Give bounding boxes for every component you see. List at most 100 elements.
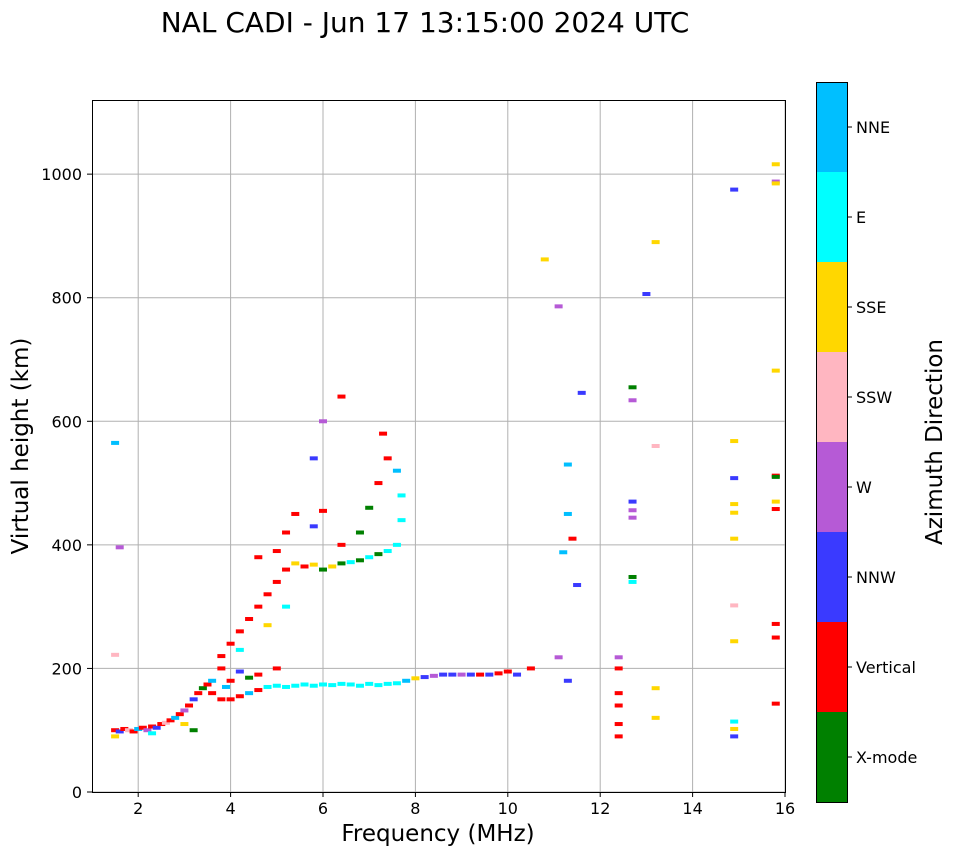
- y-tick-label: 800: [51, 289, 82, 308]
- colorbar-label-ssw: SSW: [856, 388, 892, 407]
- colorbar-swatch: [816, 442, 847, 532]
- echo-point: [272, 683, 281, 688]
- echo-point: [573, 583, 582, 588]
- echo-point: [365, 555, 374, 560]
- echo-point: [180, 708, 189, 713]
- echo-point: [291, 511, 300, 516]
- echo-point: [143, 728, 152, 733]
- echo-point: [559, 550, 568, 555]
- y-tick-label: 0: [72, 783, 82, 802]
- echo-point: [328, 683, 337, 688]
- x-axis-ticks: 2 4 6 8 10 12 14 16: [133, 792, 795, 818]
- echo-point: [730, 536, 739, 541]
- echo-point: [152, 725, 161, 730]
- echo-point: [730, 639, 739, 644]
- echo-point: [476, 672, 485, 677]
- echo-point: [319, 419, 327, 424]
- plot-frame: [92, 100, 786, 793]
- echo-point: [614, 666, 623, 671]
- echo-point: [771, 635, 780, 640]
- colorbar-swatch: [816, 172, 847, 262]
- echo-point: [111, 440, 120, 445]
- echo-point: [185, 703, 194, 708]
- echo-point: [272, 666, 281, 671]
- echo-point: [235, 694, 244, 699]
- echo-point: [568, 536, 577, 541]
- echo-point: [309, 524, 318, 529]
- echo-point: [134, 726, 143, 731]
- echo-point: [554, 655, 563, 660]
- echo-point: [383, 681, 392, 686]
- echo-point: [651, 686, 660, 691]
- echo-point: [628, 499, 637, 504]
- echo-point: [628, 574, 637, 579]
- echo-point: [374, 552, 383, 557]
- colorbar: X-mode Vertical NNW W SSW SSE E NNE: [816, 82, 917, 803]
- echo-point: [411, 676, 420, 681]
- echo-point: [771, 181, 780, 186]
- x-tick-label: 6: [318, 799, 328, 818]
- echo-point: [111, 734, 120, 739]
- echo-point: [194, 691, 203, 696]
- chart-title: NAL CADI - Jun 17 13:15:00 2024 UTC: [161, 6, 690, 39]
- echo-point: [189, 697, 198, 702]
- echo-point: [300, 564, 309, 569]
- colorbar-swatch: [816, 622, 847, 712]
- echo-point: [175, 712, 184, 717]
- echo-point: [337, 561, 346, 566]
- echo-point: [226, 697, 235, 702]
- x-tick-label: 16: [775, 799, 795, 818]
- colorbar-frame: [816, 82, 848, 803]
- echo-point: [448, 672, 457, 677]
- colorbar-swatch: [816, 712, 847, 802]
- echo-point: [254, 672, 263, 677]
- echo-point: [346, 560, 355, 565]
- echo-point: [337, 542, 346, 547]
- echo-point: [148, 724, 157, 729]
- echo-point: [355, 683, 364, 688]
- echo-point: [392, 542, 401, 547]
- x-tick-label: 4: [226, 799, 236, 818]
- echo-point: [235, 669, 244, 674]
- echo-point: [397, 493, 406, 498]
- echo-point: [272, 579, 281, 584]
- x-tick-label: 10: [498, 799, 518, 818]
- echo-point: [383, 456, 392, 461]
- echo-point: [263, 592, 272, 597]
- echo-point: [503, 669, 512, 674]
- colorbar-label-e: E: [856, 208, 866, 227]
- echo-point: [254, 688, 263, 693]
- echo-point: [226, 641, 235, 646]
- colorbar-swatch: [816, 532, 847, 622]
- echo-point: [563, 462, 572, 467]
- echo-point: [161, 720, 170, 725]
- echo-point: [245, 675, 254, 680]
- echo-point: [157, 722, 166, 727]
- echo-point: [282, 530, 291, 535]
- echo-point: [485, 672, 494, 677]
- echo-point: [111, 652, 120, 657]
- echo-point: [208, 678, 217, 683]
- y-axis-ticks: 0 200 400 600 800 1000: [41, 165, 92, 802]
- echo-point: [379, 431, 388, 436]
- echo-point: [429, 673, 438, 678]
- colorbar-label: Azimuth Direction: [922, 339, 948, 545]
- echo-point: [138, 725, 147, 730]
- echo-point: [513, 672, 522, 677]
- echo-point: [628, 508, 637, 513]
- echo-point: [730, 510, 739, 515]
- echo-point: [254, 555, 263, 560]
- y-tick-label: 1000: [41, 165, 82, 184]
- echo-point: [628, 515, 637, 520]
- y-axis-label: Virtual height (km): [8, 338, 34, 555]
- echo-point: [217, 654, 226, 659]
- echo-point: [171, 715, 180, 720]
- colorbar-label-w: W: [856, 478, 872, 497]
- echo-point: [115, 545, 124, 550]
- echo-point: [235, 647, 244, 652]
- echo-point: [365, 681, 374, 686]
- echo-point: [245, 691, 254, 696]
- echo-point: [309, 562, 318, 567]
- echo-point: [642, 292, 651, 297]
